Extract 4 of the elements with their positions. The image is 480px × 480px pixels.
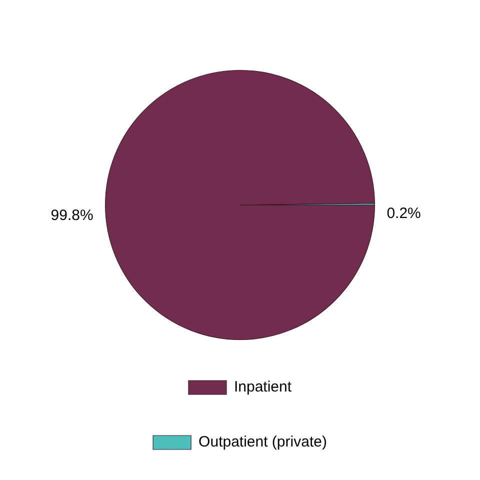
- data-label: 99.8%: [50, 207, 94, 224]
- data-label: 0.2%: [386, 205, 421, 222]
- legend-label: Outpatient (private): [198, 434, 327, 451]
- legend-label: Inpatient: [234, 378, 292, 396]
